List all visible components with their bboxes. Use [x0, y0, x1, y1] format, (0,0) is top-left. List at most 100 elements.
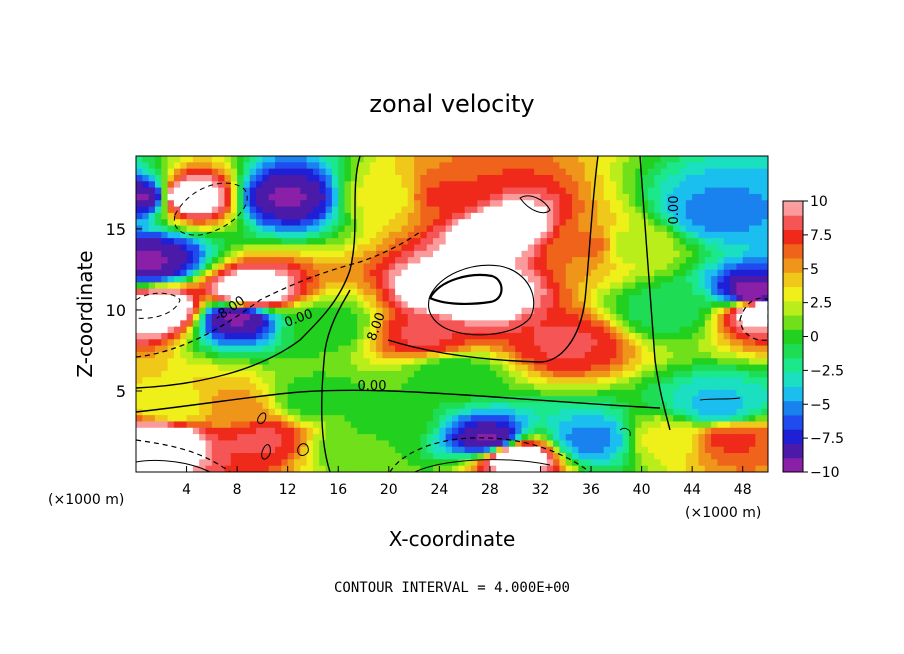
heatmap-cell — [167, 408, 175, 416]
heatmap-cell — [515, 383, 523, 391]
heatmap-cell — [755, 225, 763, 233]
heatmap-cell — [300, 193, 308, 201]
heatmap-cell — [218, 453, 226, 460]
heatmap-cell — [262, 307, 270, 315]
heatmap-cell — [142, 332, 150, 340]
heatmap-cell — [268, 332, 276, 340]
heatmap-cell — [167, 181, 175, 189]
heatmap-cell — [761, 276, 768, 283]
heatmap-cell — [350, 288, 358, 296]
heatmap-cell — [749, 364, 756, 372]
heatmap-cell — [142, 408, 150, 416]
heatmap-cell — [319, 162, 327, 170]
heatmap-cell — [205, 377, 213, 385]
heatmap-cell — [742, 314, 750, 321]
heatmap-cell — [736, 351, 744, 359]
heatmap-cell — [610, 181, 617, 189]
heatmap-cell — [489, 453, 497, 460]
heatmap-cell — [161, 231, 169, 239]
heatmap-cell — [281, 434, 289, 441]
heatmap-cell — [306, 238, 314, 246]
heatmap-cell — [331, 377, 339, 385]
heatmap-cell — [698, 181, 706, 189]
heatmap-cell — [331, 269, 339, 277]
heatmap-cell — [527, 402, 535, 410]
heatmap-cell — [211, 377, 219, 385]
heatmap-cell — [287, 288, 295, 296]
heatmap-cell — [192, 345, 200, 353]
heatmap-cell — [578, 332, 586, 340]
heatmap-cell — [502, 358, 510, 366]
heatmap-cell — [534, 269, 542, 277]
heatmap-cell — [635, 168, 643, 176]
heatmap-cell — [742, 408, 750, 416]
heatmap-cell — [622, 162, 630, 170]
heatmap-cell — [376, 156, 384, 163]
heatmap-cell — [698, 339, 706, 347]
heatmap-cell — [553, 295, 561, 302]
heatmap-cell — [723, 396, 731, 404]
heatmap-cell — [489, 446, 497, 454]
heatmap-cell — [237, 238, 245, 246]
heatmap-cell — [723, 282, 731, 290]
heatmap-cell — [483, 263, 491, 271]
heatmap-cell — [673, 307, 681, 315]
heatmap-cell — [357, 389, 365, 397]
heatmap-cell — [243, 156, 251, 163]
heatmap-cell — [256, 326, 263, 334]
heatmap-cell — [742, 244, 750, 252]
heatmap-cell — [755, 364, 763, 372]
heatmap-cell — [647, 326, 655, 334]
heatmap-cell — [755, 389, 763, 397]
heatmap-cell — [477, 408, 485, 416]
heatmap-cell — [641, 453, 649, 460]
heatmap-cell — [382, 250, 390, 258]
heatmap-cell — [717, 193, 725, 201]
heatmap-cell — [407, 282, 415, 290]
heatmap-cell — [698, 193, 706, 201]
heatmap-cell — [591, 351, 598, 359]
heatmap-cell — [218, 231, 226, 239]
heatmap-cell — [401, 257, 409, 265]
heatmap-cell — [154, 212, 162, 220]
heatmap-cell — [717, 181, 725, 189]
heatmap-cell — [666, 402, 674, 410]
heatmap-cell — [559, 440, 567, 448]
heatmap-cell — [508, 383, 516, 391]
heatmap-cell — [401, 168, 409, 176]
heatmap-cell — [647, 181, 655, 189]
heatmap-cell — [553, 181, 561, 189]
heatmap-cell — [628, 440, 636, 448]
heatmap-cell — [622, 288, 630, 296]
heatmap-cell — [136, 364, 143, 372]
heatmap-cell — [224, 276, 232, 283]
heatmap-cell — [730, 174, 737, 182]
heatmap-cell — [281, 314, 289, 321]
heatmap-cell — [154, 288, 162, 296]
heatmap-cell — [325, 193, 333, 201]
heatmap-cell — [325, 446, 333, 454]
heatmap-cell — [281, 212, 289, 220]
heatmap-cell — [692, 446, 700, 454]
heatmap-cell — [489, 415, 497, 423]
heatmap-cell — [508, 238, 516, 246]
heatmap-cell — [508, 440, 516, 448]
heatmap-cell — [376, 396, 384, 404]
heatmap-cell — [647, 370, 655, 378]
heatmap-cell — [666, 269, 674, 277]
heatmap-cell — [401, 307, 409, 315]
heatmap-cell — [534, 402, 542, 410]
heatmap-cell — [489, 168, 497, 176]
heatmap-cell — [470, 307, 478, 315]
heatmap-cell — [470, 421, 478, 429]
heatmap-cell — [477, 231, 485, 239]
heatmap-cell — [331, 257, 339, 265]
heatmap-cell — [426, 269, 434, 277]
heatmap-cell — [395, 307, 403, 315]
heatmap-cell — [597, 295, 605, 302]
heatmap-cell — [540, 187, 548, 195]
heatmap-cell — [199, 459, 207, 467]
heatmap-cell — [622, 415, 630, 423]
heatmap-cell — [610, 212, 617, 220]
heatmap-cell — [458, 345, 466, 353]
